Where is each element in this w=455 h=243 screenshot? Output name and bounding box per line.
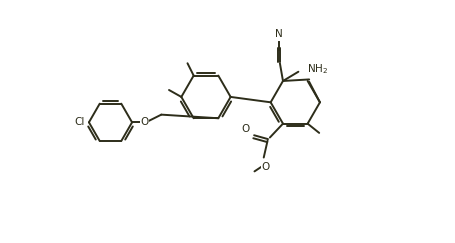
Text: NH$_2$: NH$_2$ (306, 62, 327, 76)
Text: Cl: Cl (75, 117, 85, 127)
Text: N: N (275, 29, 283, 39)
Text: O: O (140, 117, 148, 127)
Text: O: O (261, 162, 269, 172)
Text: O: O (241, 124, 249, 134)
Text: O: O (311, 69, 319, 79)
